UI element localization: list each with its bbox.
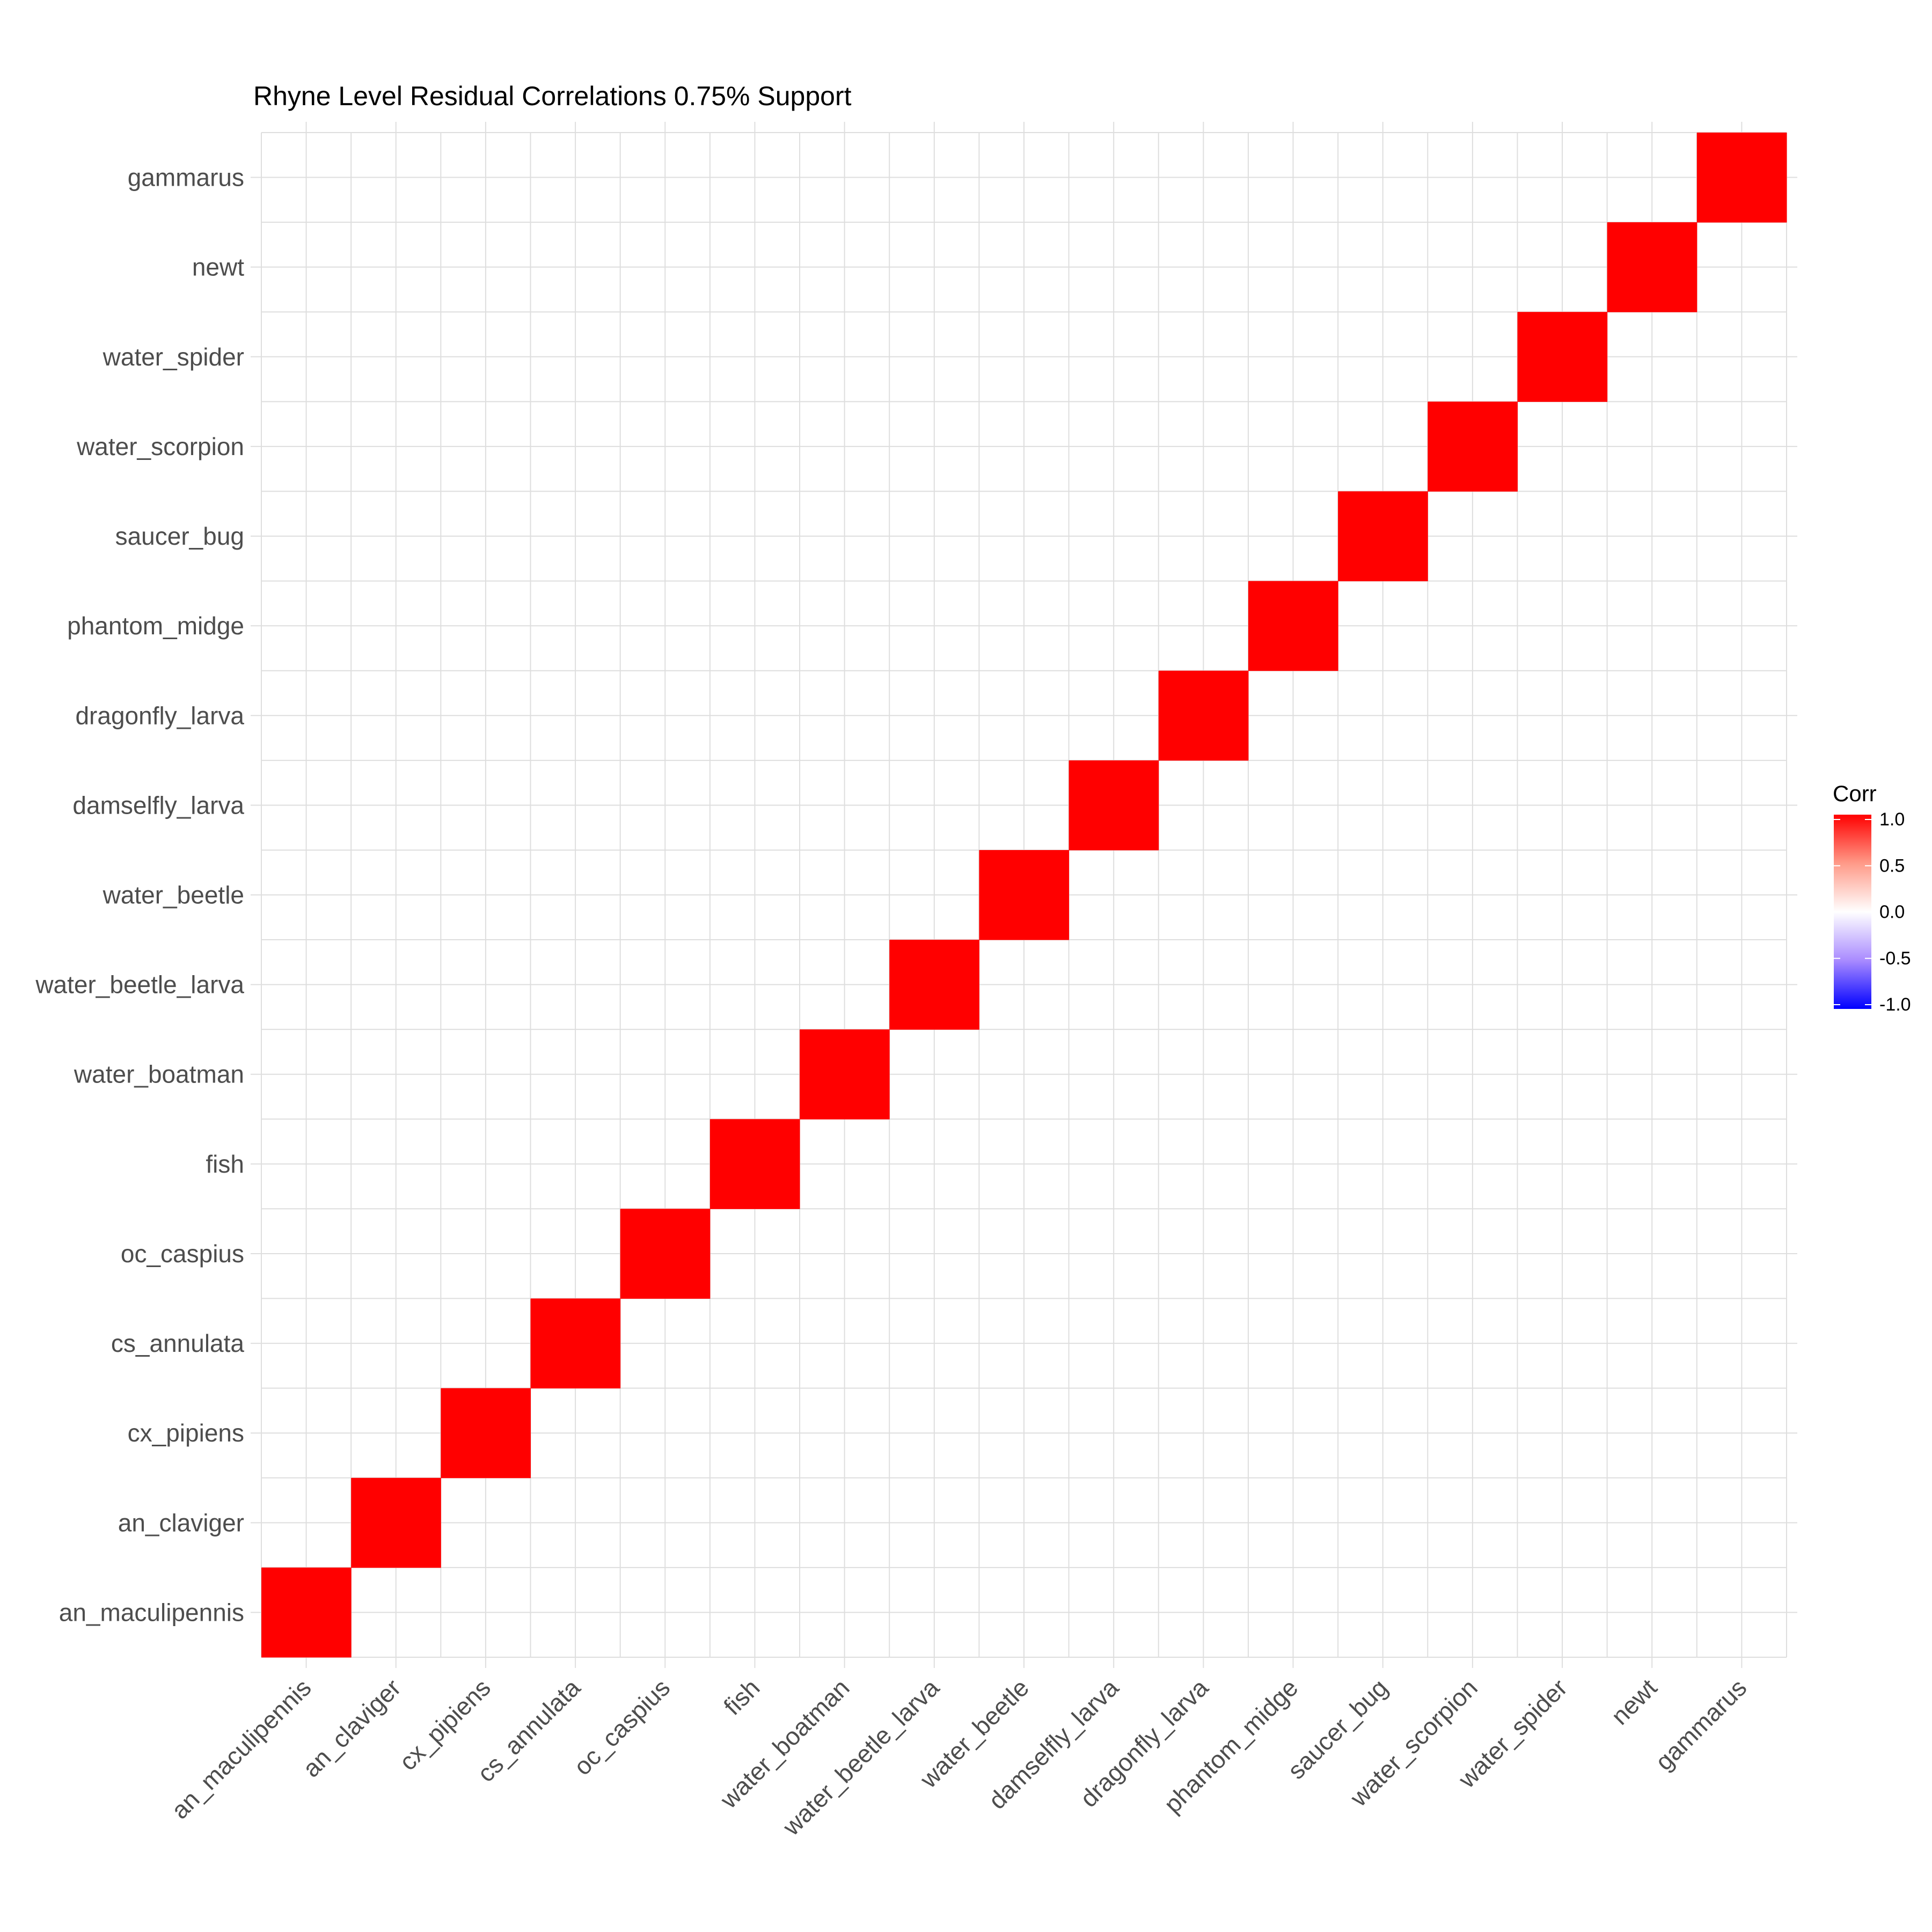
legend-tick-label: -1.0 xyxy=(1879,994,1911,1015)
heatmap-cell-water_beetle-water_beetle xyxy=(979,850,1070,940)
legend-tick-label: -0.5 xyxy=(1879,948,1911,969)
heatmap-cell-water_spider-water_spider xyxy=(1517,312,1608,402)
heatmap-cell-gammarus-gammarus xyxy=(1696,133,1787,223)
heatmap-cell-newt-newt xyxy=(1607,222,1697,312)
heatmap-cell-phantom_midge-phantom_midge xyxy=(1248,581,1338,671)
color-legend: Corr 1.0 0.5 0.0 -0.5 -1.0 xyxy=(1833,781,1911,1015)
y-tick-label-water_scorpion: water_scorpion xyxy=(76,433,244,460)
x-tick-label-fish: fish xyxy=(718,1673,765,1720)
y-tick-label-phantom_midge: phantom_midge xyxy=(67,612,244,640)
y-tick-label-oc_caspius: oc_caspius xyxy=(121,1240,244,1268)
y-tick-label-cx_pipiens: cx_pipiens xyxy=(128,1419,244,1447)
y-tick-label-damselfly_larva: damselfly_larva xyxy=(72,791,244,819)
heatmap-cell-an_maculipennis-an_maculipennis xyxy=(261,1567,352,1658)
y-tick-label-water_beetle: water_beetle xyxy=(103,881,244,909)
heatmap-cell-dragonfly_larva-dragonfly_larva xyxy=(1158,670,1249,761)
y-tick-label-fish: fish xyxy=(206,1150,244,1178)
legend-tick-label: 0.0 xyxy=(1879,902,1905,923)
heatmap-cell-damselfly_larva-damselfly_larva xyxy=(1069,760,1159,851)
heatmap-cell-oc_caspius-oc_caspius xyxy=(620,1209,711,1299)
y-axis-ticks: an_maculipennis an_claviger cx_pipiens cs_a… xyxy=(35,164,244,1627)
x-tick-label-an_maculipennis: an_maculipennis xyxy=(166,1673,317,1824)
y-tick-label-gammarus: gammarus xyxy=(128,164,244,192)
legend-tick-label: 0.5 xyxy=(1879,855,1905,876)
x-tick-label-oc_caspius: oc_caspius xyxy=(568,1673,676,1781)
y-tick-label-water_boatman: water_boatman xyxy=(74,1060,244,1088)
y-tick-label-saucer_bug: saucer_bug xyxy=(115,522,244,550)
heatmap-cell-an_claviger-an_claviger xyxy=(351,1477,441,1568)
x-tick-label-water_beetle_larva: water_beetle_larva xyxy=(777,1673,945,1841)
heatmap-cell-cx_pipiens-cx_pipiens xyxy=(441,1388,531,1479)
heatmap-cell-water_scorpion-water_scorpion xyxy=(1428,401,1518,492)
y-tick-label-newt: newt xyxy=(192,253,244,281)
x-tick-label-newt: newt xyxy=(1606,1673,1663,1730)
y-tick-label-water_spider: water_spider xyxy=(103,343,244,371)
y-tick-label-water_beetle_larva: water_beetle_larva xyxy=(35,971,244,999)
heatmap-cells xyxy=(261,133,1787,1658)
y-tick-label-dragonfly_larva: dragonfly_larva xyxy=(75,701,244,729)
x-tick-label-an_claviger: an_claviger xyxy=(297,1673,406,1782)
x-axis-ticks: an_maculipennisan_clavigercx_pipienscs_a… xyxy=(166,1673,1752,1841)
x-tick-label-gammarus: gammarus xyxy=(1650,1673,1752,1775)
legend-tick-label: 1.0 xyxy=(1879,809,1905,830)
legend-title: Corr xyxy=(1833,781,1877,806)
heatmap-cell-cs_annulata-cs_annulata xyxy=(530,1298,621,1389)
heatmap-cell-saucer_bug-saucer_bug xyxy=(1338,491,1428,582)
heatmap-cell-fish-fish xyxy=(709,1119,800,1209)
y-tick-label-an_claviger: an_claviger xyxy=(118,1509,244,1536)
y-tick-label-an_maculipennis: an_maculipennis xyxy=(59,1598,244,1626)
heatmap-cell-water_boatman-water_boatman xyxy=(800,1029,890,1119)
chart-title: Rhyne Level Residual Correlations 0.75% … xyxy=(253,81,852,111)
y-tick-label-cs_annulata: cs_annulata xyxy=(111,1329,244,1357)
heatmap-cell-water_beetle_larva-water_beetle_larva xyxy=(889,940,979,1030)
